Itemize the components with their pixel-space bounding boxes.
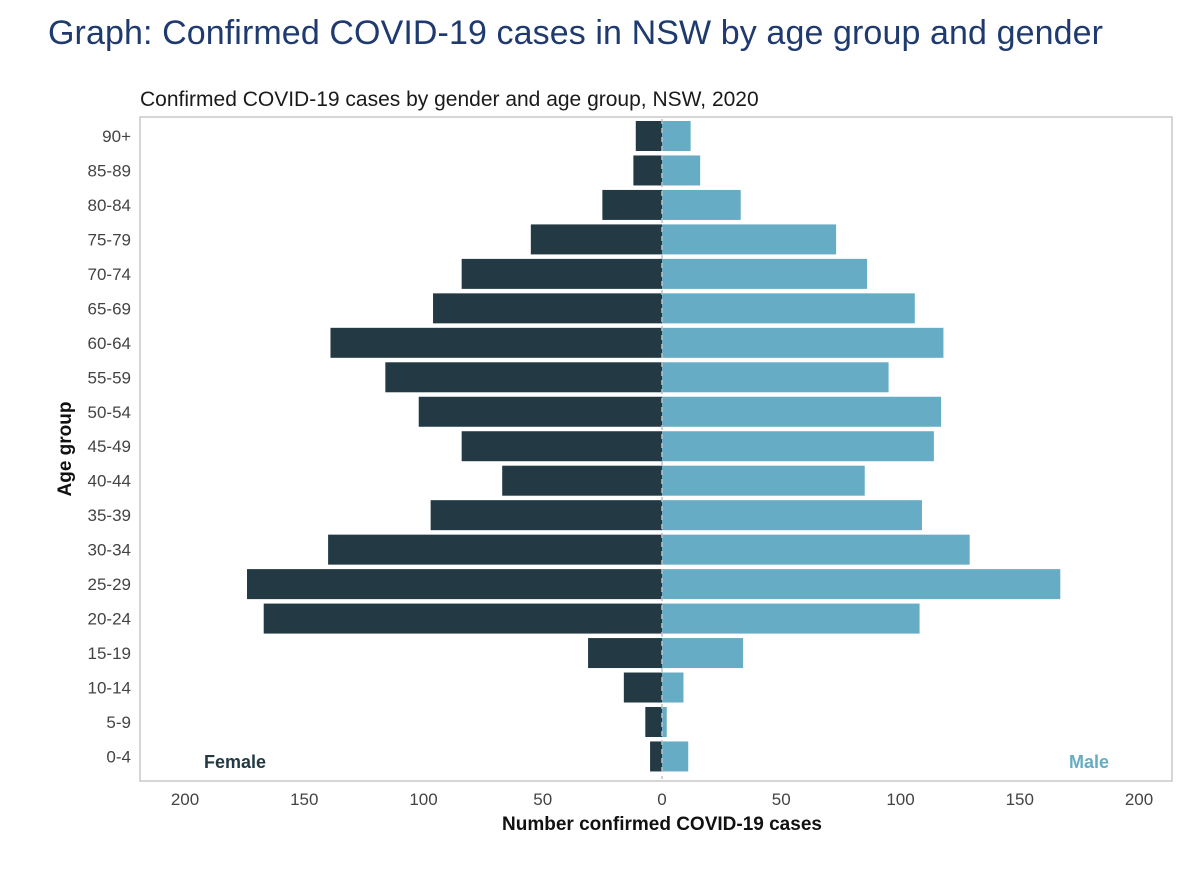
y-tick-label: 70-74 bbox=[88, 265, 131, 284]
bar-female-75-79 bbox=[530, 224, 662, 255]
y-tick-label: 55-59 bbox=[88, 368, 131, 387]
bar-female-5-9 bbox=[645, 706, 662, 737]
bar-female-15-19 bbox=[588, 638, 662, 669]
bar-female-45-49 bbox=[461, 431, 662, 462]
y-tick-labels: 0-4 5-9 10-14 15-19 20-24 25-29 30-34 35-39 40-4… bbox=[88, 127, 132, 766]
x-tick-label: 50 bbox=[533, 790, 552, 809]
x-tick-label: 100 bbox=[886, 790, 914, 809]
bar-female-50-54 bbox=[418, 396, 662, 427]
bar-male-40-44 bbox=[662, 465, 865, 496]
bar-female-25-29 bbox=[247, 569, 662, 600]
bar-female-0-4 bbox=[650, 741, 662, 772]
bar-male-15-19 bbox=[662, 638, 744, 669]
y-axis-title: Age group bbox=[55, 402, 76, 497]
x-axis-title: Number confirmed COVID-19 cases bbox=[502, 814, 822, 835]
y-tick-label: 0-4 bbox=[106, 747, 131, 766]
y-tick-label: 25-29 bbox=[88, 575, 131, 594]
y-tick-label: 45-49 bbox=[88, 437, 131, 456]
bar-male-45-49 bbox=[662, 431, 934, 462]
bar-male-10-14 bbox=[662, 672, 684, 703]
y-tick-label: 35-39 bbox=[88, 506, 131, 525]
y-tick-label: 85-89 bbox=[88, 161, 131, 180]
x-tick-label: 150 bbox=[290, 790, 318, 809]
bar-male-0-4 bbox=[662, 741, 689, 772]
x-tick-label: 0 bbox=[657, 790, 666, 809]
bar-male-55-59 bbox=[662, 362, 889, 393]
y-tick-label: 65-69 bbox=[88, 299, 131, 318]
bar-male-65-69 bbox=[662, 293, 915, 324]
x-tick-label: 150 bbox=[1006, 790, 1034, 809]
bar-male-85-89 bbox=[662, 155, 701, 186]
bar-female-40-44 bbox=[502, 465, 662, 496]
bar-male-70-74 bbox=[662, 258, 868, 289]
page-heading: Graph: Confirmed COVID-19 cases in NSW b… bbox=[48, 14, 1104, 52]
bar-male-80-84 bbox=[662, 189, 741, 220]
y-tick-label: 90+ bbox=[102, 127, 131, 146]
bar-male-60-64 bbox=[662, 327, 944, 358]
y-tick-label: 30-34 bbox=[88, 541, 131, 560]
bar-female-20-24 bbox=[263, 603, 662, 634]
bar-male-50-54 bbox=[662, 396, 942, 427]
bar-male-75-79 bbox=[662, 224, 837, 255]
y-tick-label: 50-54 bbox=[88, 403, 131, 422]
y-tick-label: 20-24 bbox=[88, 610, 131, 629]
y-tick-label: 75-79 bbox=[88, 230, 131, 249]
y-tick-label: 10-14 bbox=[88, 679, 131, 698]
legend-female: Female bbox=[204, 752, 266, 772]
bar-female-85-89 bbox=[633, 155, 662, 186]
bar-female-35-39 bbox=[430, 500, 662, 531]
bar-female-80-84 bbox=[602, 189, 662, 220]
x-tick-label: 200 bbox=[1125, 790, 1153, 809]
x-tick-label: 200 bbox=[171, 790, 199, 809]
bar-female-55-59 bbox=[385, 362, 662, 393]
chart-title: Confirmed COVID-19 cases by gender and a… bbox=[140, 88, 759, 111]
bar-male-35-39 bbox=[662, 500, 922, 531]
y-tick-label: 5-9 bbox=[106, 713, 131, 732]
y-tick-label: 80-84 bbox=[88, 196, 131, 215]
bar-male-5-9 bbox=[662, 706, 667, 737]
bar-female-30-34 bbox=[328, 534, 662, 565]
bar-female-90plus bbox=[635, 121, 662, 151]
bar-male-20-24 bbox=[662, 603, 920, 634]
x-tick-labels: 200 150 100 50 0 50 100 150 200 bbox=[171, 790, 1153, 809]
bar-male-30-34 bbox=[662, 534, 970, 565]
y-tick-label: 60-64 bbox=[88, 334, 131, 353]
bar-female-70-74 bbox=[461, 258, 662, 289]
bar-male-25-29 bbox=[662, 569, 1061, 600]
bar-female-10-14 bbox=[623, 672, 662, 703]
bar-female-65-69 bbox=[433, 293, 662, 324]
bar-female-60-64 bbox=[330, 327, 662, 358]
bars-layer bbox=[247, 121, 1061, 772]
y-tick-label: 40-44 bbox=[88, 472, 131, 491]
x-tick-label: 100 bbox=[409, 790, 437, 809]
legend-male: Male bbox=[1069, 752, 1109, 772]
bar-male-90plus bbox=[662, 121, 691, 151]
y-tick-label: 15-19 bbox=[88, 644, 131, 663]
x-tick-label: 50 bbox=[772, 790, 791, 809]
